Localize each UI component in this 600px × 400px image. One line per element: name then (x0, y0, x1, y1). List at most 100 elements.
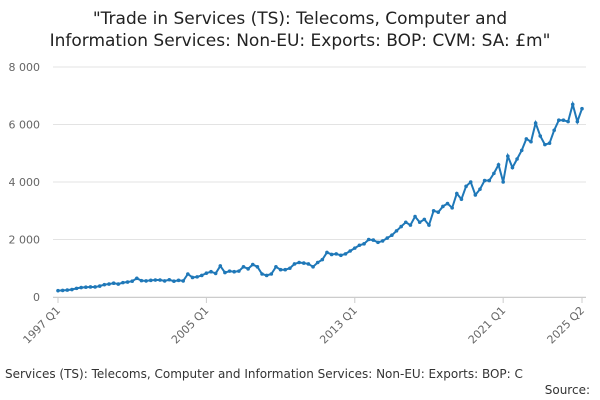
point (422, 217, 427, 222)
point (176, 278, 181, 283)
point (348, 249, 352, 253)
point (260, 272, 264, 276)
point (172, 279, 176, 283)
point (552, 128, 556, 133)
point (329, 252, 334, 257)
point (88, 285, 93, 289)
point (278, 267, 283, 272)
point (427, 223, 431, 227)
point (436, 210, 441, 214)
point (506, 154, 510, 158)
point (297, 260, 301, 265)
point (148, 278, 153, 283)
point (195, 275, 199, 279)
point (543, 142, 547, 147)
y-tick-label: 6 000 (9, 119, 41, 132)
point (292, 262, 297, 266)
series-line (57, 100, 583, 292)
point (167, 277, 172, 282)
point (107, 282, 111, 286)
point (60, 288, 65, 293)
point (97, 284, 102, 288)
point (441, 204, 445, 209)
point (246, 267, 250, 271)
point (408, 223, 413, 227)
point (431, 208, 436, 213)
caption: Services (TS): Telecoms, Computer and In… (5, 367, 523, 381)
point (482, 178, 487, 183)
point (301, 261, 306, 265)
point (403, 220, 408, 225)
point (311, 265, 315, 269)
point (366, 237, 371, 242)
point (162, 279, 167, 283)
point (125, 280, 130, 284)
point (529, 139, 533, 144)
point (459, 197, 464, 202)
point (139, 278, 144, 283)
point (181, 279, 186, 283)
point (445, 201, 450, 206)
chart-title: "Trade in Services (TS): Telecoms, Compu… (93, 9, 507, 29)
point (199, 273, 204, 278)
point (283, 267, 288, 272)
point (394, 229, 399, 233)
point (315, 260, 320, 265)
point (399, 224, 403, 229)
point (501, 180, 505, 184)
point (473, 193, 478, 197)
point (334, 252, 339, 256)
point (510, 165, 515, 170)
x-tick-label: 2025 Q2 (545, 304, 588, 347)
point (153, 278, 158, 282)
x-tick-label: 1997 Q1 (21, 304, 64, 347)
point (274, 265, 278, 269)
point (566, 119, 570, 124)
point (74, 286, 79, 291)
point (524, 137, 529, 141)
point (56, 288, 60, 293)
x-tick-label: 2005 Q1 (169, 304, 212, 347)
point (325, 250, 329, 255)
point (79, 285, 83, 290)
point (121, 280, 125, 285)
point (561, 118, 566, 122)
point (65, 288, 70, 292)
point (255, 265, 260, 269)
point (339, 253, 343, 258)
point (557, 118, 561, 122)
point (111, 281, 116, 286)
point (570, 102, 575, 107)
point (478, 187, 482, 191)
point (362, 242, 366, 246)
point (306, 262, 311, 266)
point (237, 269, 241, 273)
point (158, 278, 162, 282)
point (218, 264, 223, 268)
y-tick-label: 0 (33, 291, 40, 304)
y-tick-label: 8 000 (9, 61, 41, 74)
point (390, 233, 394, 237)
point (468, 180, 473, 184)
point (93, 285, 97, 289)
point (385, 236, 390, 240)
point (70, 287, 74, 292)
point (343, 252, 348, 256)
point (519, 148, 524, 153)
point (496, 162, 501, 167)
point (144, 279, 148, 283)
point (241, 265, 246, 269)
point (102, 282, 107, 287)
x-tick-label: 2013 Q1 (317, 304, 360, 347)
point (376, 240, 380, 245)
x-tick-label: 2021 Q1 (466, 304, 509, 347)
point (464, 184, 468, 189)
point (352, 246, 357, 250)
point (515, 157, 519, 161)
point (320, 257, 325, 262)
point (492, 171, 496, 176)
chart-title: Information Services: Non-EU: Exports: B… (50, 31, 551, 51)
point (204, 271, 209, 275)
